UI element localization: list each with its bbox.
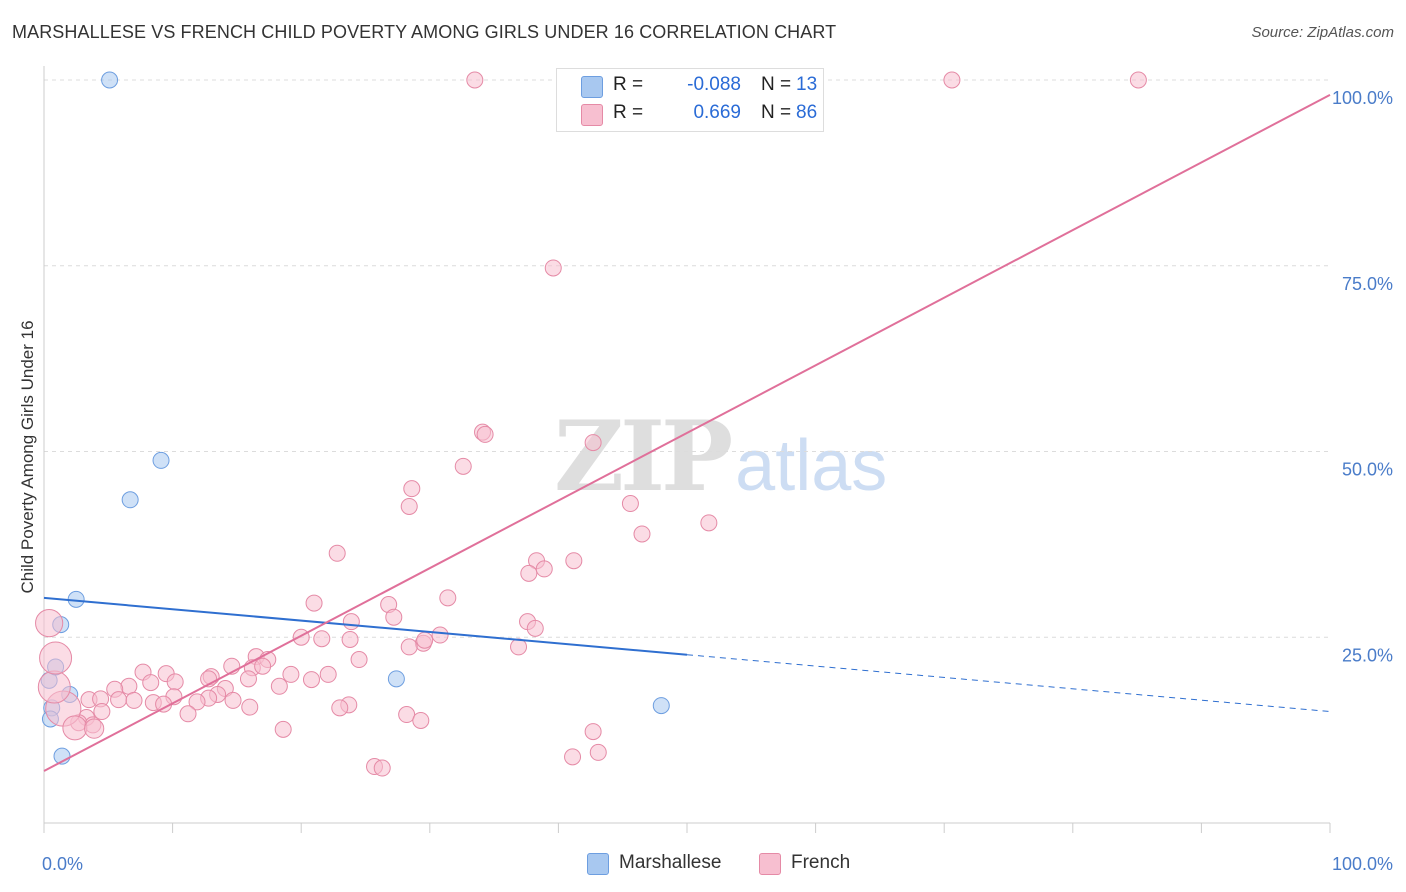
french-point [403,480,421,498]
french-point [125,691,143,709]
french-point [282,665,300,683]
marshallese-swatch [587,853,609,875]
r-value: 0.669 [693,102,741,123]
french-point [564,748,582,766]
french-point [476,425,494,443]
french-swatch [581,104,603,126]
marshallese-point [387,670,405,688]
y-tick-label: 75.0% [1342,274,1393,294]
french-point [179,705,197,723]
french-point [400,638,418,656]
french-point [328,544,346,562]
y-tick-label: 50.0% [1342,460,1393,480]
french-point [385,608,403,626]
french-point [84,718,105,739]
french-point [621,495,639,513]
french-point [37,670,71,704]
french-point [400,497,418,515]
french-point [341,630,359,648]
french-point [331,699,349,717]
r-label: R = [613,74,644,95]
french-trend-line [43,93,1331,772]
french-point [342,613,360,631]
y-axis-title: Child Poverty Among Girls Under 16 [18,320,37,593]
y-tick-label: 25.0% [1342,645,1393,665]
french-point [142,674,160,692]
marshallese-trend-line-extension [686,654,1331,713]
french-point [943,71,961,89]
french-point [412,711,430,729]
trend-lines [43,93,1331,772]
legend-label: Marshallese [619,852,722,873]
tick-labels: 25.0% 50.0% 75.0% 100.0% 0.0% 100.0% Child Pov… [18,88,1393,874]
french-point [350,651,368,669]
french-point [224,691,242,709]
french-point [239,670,257,688]
french-point [565,552,583,570]
french-point [535,560,553,578]
marshallese-point [652,697,670,715]
french-point [254,657,272,675]
french-point [454,457,472,475]
french-point [319,665,337,683]
grid-lines [44,79,1330,638]
correlation-legend: R = -0.088 N = 13 R = 0.669 N = 86 [556,68,824,132]
legend-label: French [791,852,851,873]
french-point [466,71,484,89]
marshallese-swatch [581,76,603,98]
french-point [416,631,434,649]
french-point [120,677,138,695]
marshallese-point [152,451,170,469]
french-point [241,698,259,716]
french-point [1129,71,1147,89]
chart-title: MARSHALLESE VS FRENCH CHILD POVERTY AMON… [12,22,837,42]
marshallese-point [121,491,139,509]
x-tick-label: 100.0% [1332,854,1393,874]
y-tick-label: 100.0% [1332,88,1393,108]
french-point [39,641,73,675]
french-point [526,619,544,637]
french-point [305,594,323,612]
french-point [520,564,538,582]
marshallese-point [101,71,119,89]
watermark-atlas: atlas [735,426,888,506]
french-point [633,525,651,543]
axes [43,66,1331,833]
french-point [35,609,64,638]
french-point [544,259,562,277]
french-point [62,715,88,741]
french-point [700,514,718,532]
french-point [439,589,457,607]
data-points [35,71,1147,777]
r-label: R = [613,102,644,123]
french-point [584,723,602,741]
french-point [584,434,602,452]
french-point [274,720,292,738]
n-label: N = [761,102,792,123]
french-point [373,759,391,777]
french-point [93,703,111,721]
french-point [166,673,184,691]
source-credit: Source: ZipAtlas.com [1251,24,1394,41]
french-point [188,693,206,711]
french-point [270,677,288,695]
french-point [302,671,320,689]
watermark: ZIPatlas [554,400,887,513]
french-point [313,630,331,648]
french-point [589,743,607,761]
marshallese-trend-line [43,596,688,656]
french-point [110,691,128,709]
french-point [431,626,449,644]
n-value: 13 [796,74,818,95]
french-point [292,628,310,646]
x-tick-label: 0.0% [42,854,83,874]
r-value: -0.088 [687,74,741,95]
french-point [398,706,416,724]
french-swatch [759,853,781,875]
n-label: N = [761,74,792,95]
n-value: 86 [796,102,818,123]
